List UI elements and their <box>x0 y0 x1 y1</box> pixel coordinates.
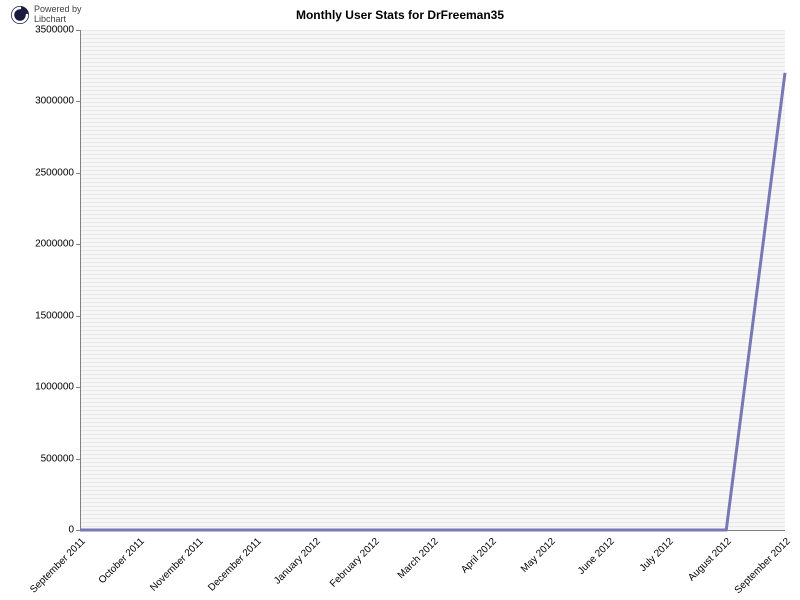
x-tick-label: August 2012 <box>687 536 734 583</box>
x-tick-label: September 2011 <box>28 536 88 596</box>
x-tick-label: January 2012 <box>272 536 323 587</box>
line-series-svg <box>80 30 785 530</box>
x-tick-label: April 2012 <box>459 536 499 576</box>
x-tick-label: July 2012 <box>637 536 675 574</box>
chart-container: Powered by Libchart Monthly User Stats f… <box>0 0 800 600</box>
data-line <box>80 73 785 530</box>
x-tick-label: March 2012 <box>395 536 440 581</box>
x-tick-label: November 2011 <box>148 536 206 594</box>
y-tick-mark <box>76 530 80 531</box>
x-tick-label: October 2011 <box>96 536 146 586</box>
x-tick-label: December 2011 <box>206 536 264 594</box>
x-tick-label: June 2012 <box>576 536 617 577</box>
y-tick-label: 1500000 <box>35 310 74 321</box>
x-tick-label: September 2012 <box>733 536 793 596</box>
y-tick-label: 500000 <box>41 453 74 464</box>
y-tick-label: 3500000 <box>35 25 74 36</box>
y-tick-label: 1000000 <box>35 382 74 393</box>
chart-title: Monthly User Stats for DrFreeman35 <box>0 8 800 22</box>
y-tick-label: 2000000 <box>35 239 74 250</box>
y-tick-label: 0 <box>68 525 74 536</box>
x-tick-label: May 2012 <box>519 536 558 575</box>
y-tick-label: 2500000 <box>35 167 74 178</box>
plot-area: 0500000100000015000002000000250000030000… <box>80 30 785 530</box>
x-tick-label: February 2012 <box>328 536 382 590</box>
y-tick-label: 3000000 <box>35 96 74 107</box>
